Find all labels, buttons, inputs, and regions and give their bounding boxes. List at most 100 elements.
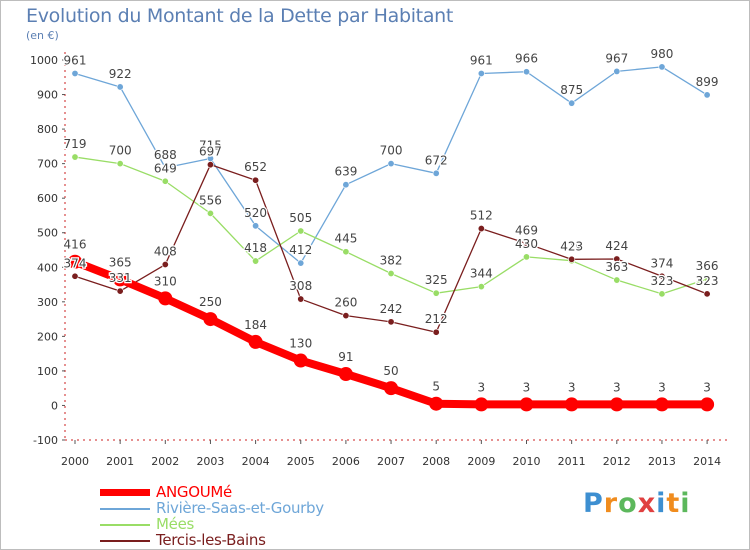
- data-label-m-es: 366: [696, 259, 719, 273]
- data-label-angoum: 3: [478, 380, 486, 394]
- data-point-angoum: [68, 254, 82, 269]
- logo-letter: t: [666, 488, 681, 519]
- chart-series-lines: [68, 63, 715, 412]
- x-tick-label: 2008: [422, 455, 450, 468]
- x-tick-label: 2012: [603, 455, 631, 468]
- data-label-rivi-re-saas-et-gourby: 688: [154, 148, 177, 162]
- data-label-angoum: 250: [199, 295, 222, 309]
- data-label-m-es: 556: [199, 193, 222, 207]
- data-point-rivi-re-saas-et-gourby: [432, 169, 440, 177]
- logo-letter: r: [603, 488, 619, 519]
- data-point-rivi-re-saas-et-gourby: [613, 67, 621, 75]
- data-point-tercis-les-bains: [703, 290, 711, 298]
- data-label-tercis-les-bains: 374: [650, 256, 673, 270]
- data-label-rivi-re-saas-et-gourby: 639: [334, 165, 357, 179]
- data-point-tercis-les-bains: [432, 328, 440, 336]
- data-label-tercis-les-bains: 212: [425, 312, 448, 326]
- data-label-tercis-les-bains: 323: [696, 274, 719, 288]
- data-label-angoum: 3: [613, 380, 621, 394]
- legend-swatch-angoume: [100, 489, 150, 496]
- data-label-angoum: 3: [658, 380, 666, 394]
- data-point-m-es: [71, 153, 79, 161]
- data-label-m-es: 363: [605, 260, 628, 274]
- data-point-tercis-les-bains: [658, 272, 666, 280]
- x-tick-label: 2002: [151, 455, 179, 468]
- x-tick-label: 2006: [332, 455, 360, 468]
- data-label-tercis-les-bains: 423: [560, 239, 583, 253]
- data-label-m-es: 719: [64, 137, 87, 151]
- data-label-rivi-re-saas-et-gourby: 520: [244, 206, 267, 220]
- data-label-rivi-re-saas-et-gourby: 967: [605, 51, 628, 65]
- data-label-angoum: 91: [338, 350, 353, 364]
- data-point-angoum: [654, 397, 669, 412]
- data-label-angoum: 130: [289, 337, 312, 351]
- data-point-tercis-les-bains: [387, 318, 395, 326]
- x-tick-label: 2007: [377, 455, 405, 468]
- data-label-rivi-re-saas-et-gourby: 672: [425, 153, 448, 167]
- data-point-angoum: [429, 396, 444, 411]
- data-label-tercis-les-bains: 424: [605, 239, 628, 253]
- x-tick-label: 2003: [196, 455, 224, 468]
- data-label-tercis-les-bains: 308: [289, 279, 312, 293]
- data-label-angoum: 5: [432, 380, 440, 394]
- data-label-rivi-re-saas-et-gourby: 961: [470, 53, 493, 67]
- data-point-tercis-les-bains: [613, 255, 621, 263]
- data-label-rivi-re-saas-et-gourby: 412: [289, 243, 312, 257]
- data-label-m-es: 445: [334, 232, 357, 246]
- x-tick-label: 2005: [287, 455, 315, 468]
- y-tick-label: 0: [51, 399, 58, 412]
- data-point-rivi-re-saas-et-gourby: [116, 83, 124, 91]
- data-label-tercis-les-bains: 408: [154, 245, 177, 259]
- data-point-rivi-re-saas-et-gourby: [161, 164, 169, 172]
- data-label-angoum: 416: [64, 238, 87, 252]
- data-point-angoum: [248, 334, 263, 349]
- data-point-angoum: [519, 397, 534, 412]
- data-point-angoum: [113, 272, 128, 287]
- data-point-rivi-re-saas-et-gourby: [71, 69, 79, 77]
- data-point-m-es: [658, 290, 666, 298]
- data-point-tercis-les-bains: [206, 161, 214, 169]
- y-tick-label: 100: [37, 365, 58, 378]
- data-label-angoum: 310: [154, 274, 177, 288]
- y-tick-label: 900: [37, 89, 58, 102]
- data-point-m-es: [252, 257, 260, 265]
- data-label-tercis-les-bains: 512: [470, 209, 493, 223]
- data-label-tercis-les-bains: 374: [64, 256, 87, 270]
- data-label-m-es: 505: [289, 211, 312, 225]
- data-point-angoum: [338, 367, 353, 382]
- data-point-m-es: [116, 160, 124, 168]
- data-label-angoum: 50: [383, 364, 398, 378]
- proxiti-logo: Proxiti: [583, 488, 691, 519]
- legend-label-mees: Mées: [156, 515, 195, 533]
- data-label-tercis-les-bains: 652: [244, 160, 267, 174]
- y-tick-label: 500: [37, 227, 58, 240]
- x-tick-label: 2009: [467, 455, 495, 468]
- chart-axes: -100 0 100 200 300 400 500 600 700 800 900 1000 2000…: [30, 52, 730, 468]
- data-point-tercis-les-bains: [252, 176, 260, 184]
- y-tick-label: -100: [33, 434, 58, 447]
- y-tick-label: 200: [37, 330, 58, 343]
- legend-swatch-riviere-saas-et-gourby: [100, 508, 150, 510]
- data-label-angoum: 3: [568, 380, 576, 394]
- data-point-rivi-re-saas-et-gourby: [252, 222, 260, 230]
- data-point-tercis-les-bains: [568, 255, 576, 263]
- data-label-m-es: 323: [650, 274, 673, 288]
- data-point-m-es: [342, 248, 350, 256]
- y-tick-label: 600: [37, 192, 58, 205]
- logo-letter: o: [618, 488, 638, 519]
- x-tick-label: 2011: [558, 455, 586, 468]
- x-tick-label: 2000: [61, 455, 89, 468]
- x-tick-label: 2001: [106, 455, 134, 468]
- data-label-rivi-re-saas-et-gourby: 922: [109, 67, 132, 81]
- x-tick-label: 2004: [242, 455, 270, 468]
- data-point-angoum: [700, 397, 715, 412]
- data-point-angoum: [474, 397, 489, 412]
- data-point-m-es: [522, 253, 530, 261]
- data-point-rivi-re-saas-et-gourby: [568, 99, 576, 107]
- x-tick-label: 2010: [513, 455, 541, 468]
- data-point-angoum: [384, 381, 399, 396]
- data-point-rivi-re-saas-et-gourby: [342, 181, 350, 189]
- data-point-tercis-les-bains: [161, 261, 169, 269]
